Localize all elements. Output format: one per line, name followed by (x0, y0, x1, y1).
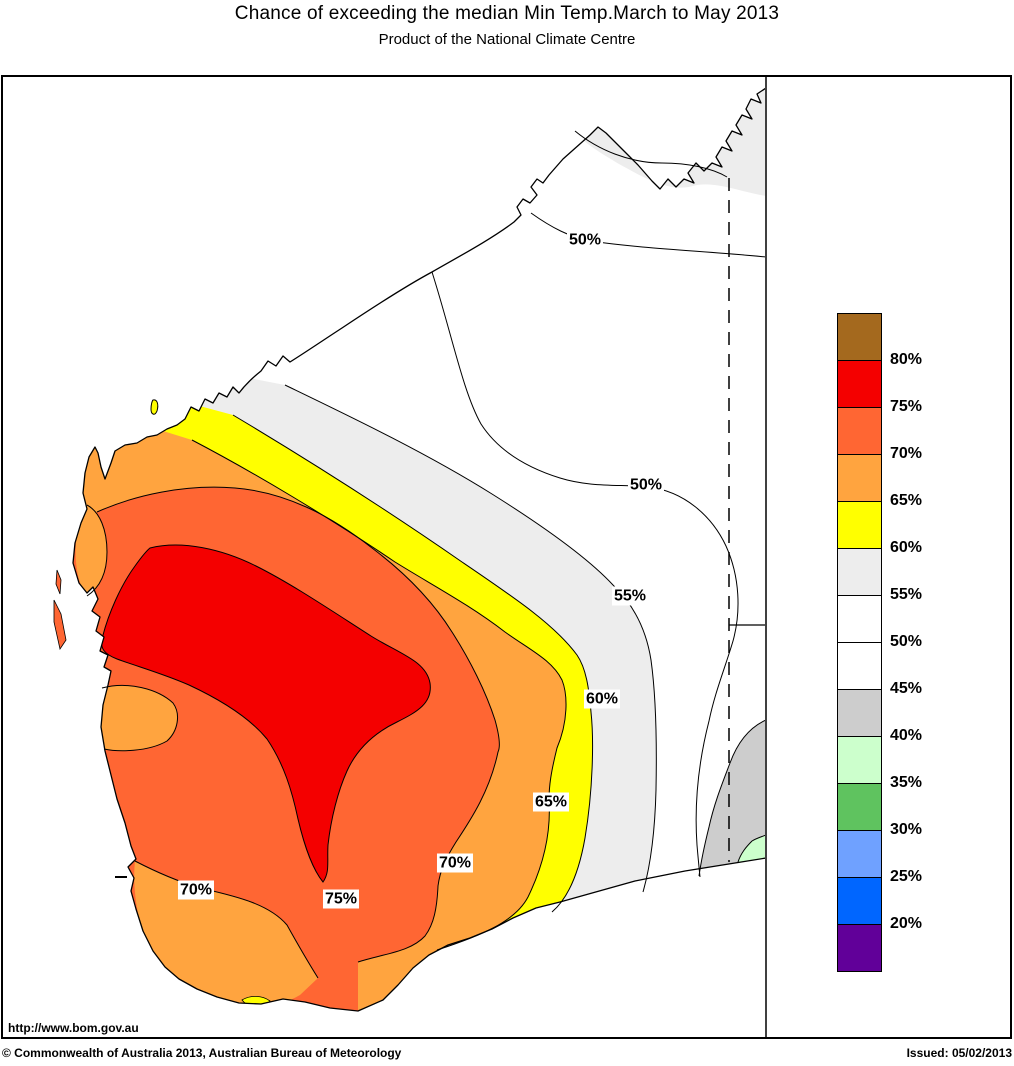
legend-tick-label: 45% (890, 680, 923, 697)
contour-70-sharkbay (86, 504, 108, 597)
legend-box-white (837, 642, 882, 690)
legend-tick-label: 30% (890, 821, 923, 838)
contour-45 (698, 719, 765, 877)
contour-label-60: 60% (583, 689, 621, 709)
region-35-40 (738, 835, 765, 862)
legend-tick-label: 50% (890, 633, 923, 650)
footer-copyright: © Commonwealth of Australia 2013, Austra… (2, 1046, 402, 1060)
contour-55-kimberley (574, 130, 728, 178)
page-title: Chance of exceeding the median Min Temp.… (234, 3, 780, 24)
contour-70-midcoast (101, 684, 179, 752)
map-frame (1, 75, 1012, 1039)
island-barrow (150, 399, 159, 415)
legend-box-gray (837, 689, 882, 737)
legend-box-light_blue (837, 830, 882, 878)
coastline (72, 87, 765, 1012)
contour-label-70: 70% (177, 880, 215, 900)
legend-box-green (837, 783, 882, 831)
contour-70-southwest (134, 860, 319, 979)
region-40-45 (699, 720, 765, 876)
legend-tick-label: 20% (890, 915, 923, 932)
contour-50 (431, 271, 739, 878)
legend-box-brown (837, 313, 882, 361)
footer-issued: Issued: 05/02/2013 (906, 1046, 1012, 1060)
region-pocket-midcoast (100, 685, 178, 751)
contour-40 (737, 834, 765, 863)
contour-50-north (530, 212, 765, 258)
region-pocket-sharkbay (75, 505, 107, 596)
legend-tick-label: 80% (890, 351, 923, 368)
legend-box-pale_green (837, 736, 882, 784)
legend-tick-label: 35% (890, 774, 923, 791)
contour-70 (96, 486, 500, 963)
legend-tick-label: 75% (890, 398, 923, 415)
legend-tick-label: 55% (890, 586, 923, 603)
legend-box-orange_red (837, 407, 882, 455)
legend-box-light_gray (837, 548, 882, 596)
contour-label-65: 65% (532, 792, 570, 812)
legend-box-red (837, 360, 882, 408)
legend-tick-label: 60% (890, 539, 923, 556)
footer-url: http://www.bom.gov.au (8, 1021, 139, 1035)
region-75-80 (101, 544, 431, 883)
legend-box-white (837, 595, 882, 643)
contour-label-75: 75% (322, 889, 360, 909)
legend-tick-label: 25% (890, 868, 923, 885)
contour-60 (232, 414, 594, 913)
legend-tick-label: 70% (890, 445, 923, 462)
contour-65 (191, 439, 567, 951)
legend-box-yellow (837, 501, 882, 549)
contour-label-70: 70% (436, 853, 474, 873)
contour-label-55: 55% (611, 586, 649, 606)
legend-tick-label: 65% (890, 492, 923, 509)
contour-label-50: 50% (566, 230, 604, 250)
contour-label-50: 50% (627, 475, 665, 495)
legend-box-orange (837, 454, 882, 502)
island-dirk-hartog-north (55, 569, 62, 595)
island-dirk-hartog-south (53, 599, 67, 651)
legend-tick-label: 40% (890, 727, 923, 744)
page-subtitle: Product of the National Climate Centre (378, 31, 636, 48)
legend-box-purple (837, 924, 882, 972)
legend-box-blue (837, 877, 882, 925)
legend: 80% 75% 70% 65% 60% 55% 50% 45% 40% 35% 30% 25% 20% (837, 313, 922, 972)
